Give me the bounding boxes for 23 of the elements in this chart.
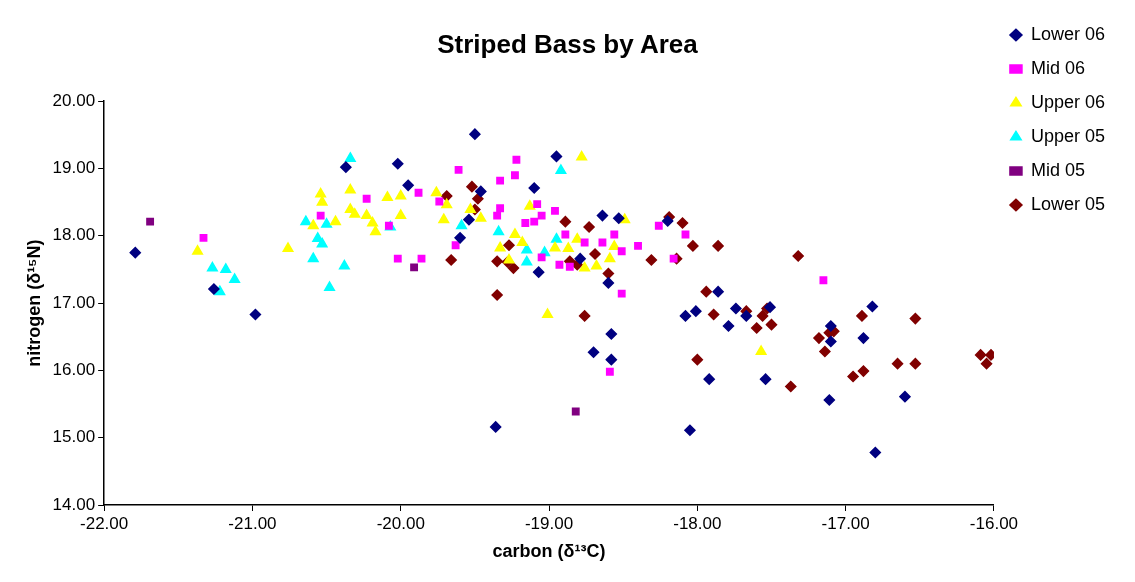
x-tick-label: -17.00	[821, 513, 870, 533]
y-axis-title: nitrogen (δ¹⁵N)	[23, 239, 44, 367]
x-tick-label: -21.00	[228, 513, 277, 533]
y-tick-label: 14.00	[52, 494, 96, 514]
x-tick-label: -18.00	[673, 513, 722, 533]
legend-label: Mid 05	[1030, 159, 1085, 180]
legend-label: Mid 06	[1030, 57, 1085, 78]
x-tick-label: -19.00	[524, 513, 574, 533]
x-tick-label: -20.00	[376, 513, 425, 533]
y-tick-label: 17.00	[52, 292, 96, 312]
x-tick-label: -22.00	[80, 513, 129, 533]
y-tick-label: 20.00	[52, 90, 96, 110]
x-axis-title: carbon (δ¹³C)	[492, 541, 606, 562]
chart-title: Striped Bass by Area	[437, 28, 699, 59]
legend-label: Lower 05	[1030, 193, 1106, 214]
legend-label: Upper 05	[1030, 125, 1106, 146]
y-tick-label: 18.00	[52, 225, 96, 245]
legend-label: Upper 06	[1030, 91, 1106, 112]
x-tick-label: -16.00	[969, 513, 1019, 533]
y-tick-label: 19.00	[52, 158, 96, 178]
y-tick-label: 15.00	[52, 427, 96, 447]
legend-label: Lower 06	[1030, 23, 1106, 44]
y-tick-label: 16.00	[52, 360, 96, 380]
